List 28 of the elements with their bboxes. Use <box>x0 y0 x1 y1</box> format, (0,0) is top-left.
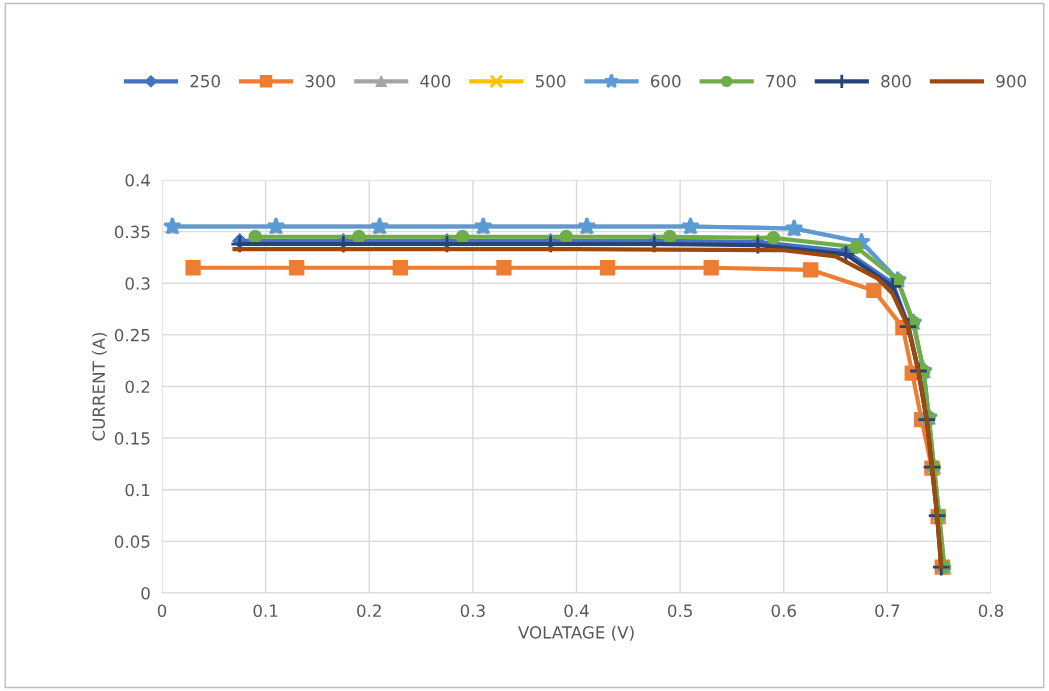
y-axis-title: CURRENT (A) <box>92 332 107 441</box>
x-tick-label: 0.5 <box>667 604 692 618</box>
legend-label: 300 <box>305 74 336 88</box>
legend-label: 500 <box>535 74 566 88</box>
legend-label: 250 <box>190 74 220 88</box>
legend-label: 800 <box>881 74 911 88</box>
x-tick-label: 0 <box>157 604 167 618</box>
y-tick-label: 0.05 <box>114 535 150 548</box>
y-tick-label: 0.15 <box>114 432 150 445</box>
x-tick-label: 0.7 <box>875 604 900 618</box>
y-tick-label: 0.35 <box>114 225 150 239</box>
legend-label: 400 <box>420 74 451 88</box>
x-tick-label: 0.2 <box>357 604 381 618</box>
x-axis-title: VOLATAGE (V) <box>518 625 634 641</box>
legend-label: 700 <box>766 74 796 88</box>
x-tick-label: 0.1 <box>253 604 278 618</box>
x-tick-label: 0.3 <box>460 604 485 618</box>
legend-label: 600 <box>651 74 681 88</box>
y-tick-label: 0.25 <box>114 328 150 342</box>
y-tick-label: 0.4 <box>125 173 150 187</box>
y-tick-label: 0.1 <box>125 483 150 497</box>
x-tick-label: 0.4 <box>564 604 589 618</box>
legend-label: 900 <box>996 74 1026 88</box>
y-tick-label: 0.3 <box>125 277 150 290</box>
x-tick-label: 0.8 <box>978 604 1004 618</box>
y-tick-label: 0.2 <box>125 380 150 394</box>
x-tick-label: 0.6 <box>771 604 796 618</box>
y-tick-label: 0 <box>141 586 150 600</box>
